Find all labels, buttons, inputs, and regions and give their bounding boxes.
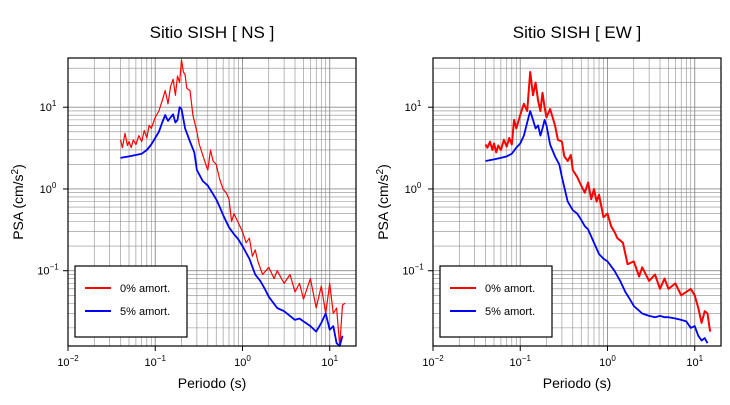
y-axis-label: PSA (cm/s2): [10, 164, 26, 240]
legend-label: 0% amort.: [120, 283, 170, 295]
y-tick-label: 10−1: [37, 263, 59, 278]
plot-frame: [432, 57, 722, 347]
series-line-undamped: [119, 59, 346, 347]
x-tick-label: 10−2: [422, 354, 444, 369]
y-axis-label: PSA (cm/s2): [375, 164, 391, 240]
x-tick-label: 101: [321, 354, 338, 369]
plot-frame: [67, 57, 357, 347]
y-tick-label: 100: [40, 181, 57, 196]
legend-label: 5% amort.: [120, 306, 170, 318]
x-tick-label: 100: [599, 354, 616, 369]
y-tick-label: 100: [405, 181, 422, 196]
x-tick-label: 101: [686, 354, 703, 369]
legend: 0% amort. 5% amort.: [439, 265, 553, 338]
legend: 0% amort. 5% amort.: [74, 265, 188, 338]
grid: [432, 57, 722, 346]
x-axis-label: Periodo (s): [543, 375, 611, 391]
chart-title: Sitio SISH [ NS ]: [150, 23, 275, 42]
x-tick-label: 10−2: [57, 354, 79, 369]
x-tick-label: 10−1: [145, 354, 167, 369]
x-tick-label: 100: [234, 354, 251, 369]
legend-label: 0% amort.: [485, 283, 535, 295]
x-tick-label: 10−1: [510, 354, 532, 369]
legend-box: [439, 265, 553, 338]
chart-title: Sitio SISH [ EW ]: [513, 23, 641, 42]
legend-label: 5% amort.: [485, 306, 535, 318]
series-line-damped: [485, 110, 709, 344]
y-tick-label: 101: [40, 99, 57, 114]
series-line-undamped: [484, 71, 712, 332]
x-axis-label: Periodo (s): [178, 375, 246, 391]
y-tick-label: 10−1: [402, 263, 424, 278]
series-line-damped: [120, 106, 344, 347]
legend-box: [74, 265, 188, 338]
chart-panel-1: 10−2 10−1 100 101 10−1 100 101 Sitio SISH [ NS …: [10, 23, 357, 391]
chart-panel-2: 10−2 10−1 100 101 10−1 100 101 Sitio SISH [ EW …: [375, 23, 722, 391]
y-tick-label: 101: [405, 99, 422, 114]
